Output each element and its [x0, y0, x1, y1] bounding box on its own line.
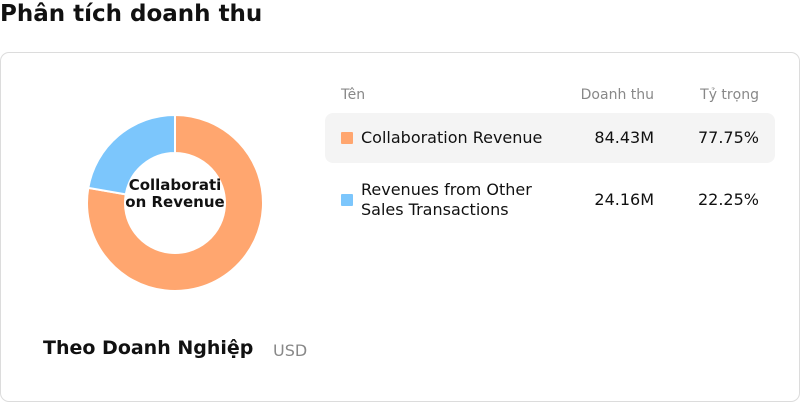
chart-title: Theo Doanh Nghiệp — [43, 337, 254, 359]
revenue-value: 84.43M — [594, 128, 654, 147]
revenue-value: 24.16M — [594, 190, 654, 209]
category-name: Collaboration Revenue — [361, 128, 543, 147]
column-header: Tên — [341, 87, 366, 103]
column-header: Doanh thu — [580, 87, 654, 103]
category-name: Revenues from Other Sales Transactions — [361, 180, 532, 219]
column-header: Tỷ trọng — [700, 87, 759, 103]
donut-slice — [87, 113, 176, 196]
legend-swatch — [341, 132, 353, 144]
table-row: Collaboration Revenue 84.43M 77.75% — [325, 113, 775, 163]
table-row: Revenues from Other Sales Transactions 24… — [325, 176, 775, 224]
share-value: 22.25% — [697, 190, 759, 209]
legend-swatch — [341, 194, 353, 206]
center-label: Collaboration Revenue — [125, 176, 225, 211]
donut-slice — [86, 113, 264, 292]
share-value: 77.75% — [697, 128, 759, 147]
unit-label: USD — [273, 341, 308, 360]
page-title: Phân tích doanh thu — [0, 1, 263, 27]
